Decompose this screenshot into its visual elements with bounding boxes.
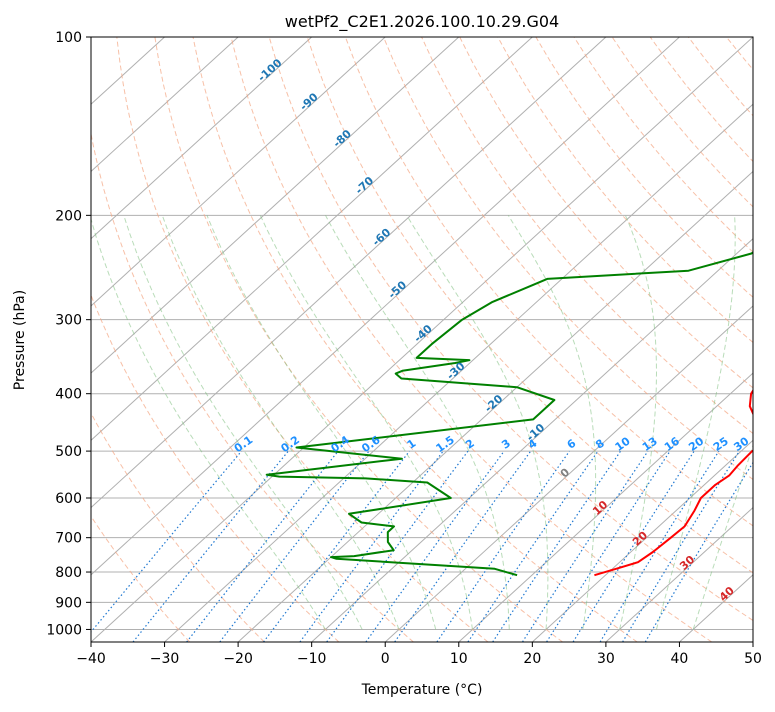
mixing-ratio-label: 36 <box>752 434 772 454</box>
x-tick-label: 40 <box>671 651 689 667</box>
dry-adiabat-label: -80 <box>331 127 355 150</box>
moist-adiabat-line <box>260 215 472 629</box>
dry-adiabat-line <box>231 37 712 642</box>
mixing-ratio-line <box>468 451 598 642</box>
dry-adiabat-line <box>0 37 190 642</box>
dry-adiabat-label: -90 <box>297 90 321 113</box>
dry-adiabat-line <box>765 37 775 642</box>
x-tick-label: 50 <box>744 651 762 667</box>
y-tick-label: 500 <box>55 444 82 460</box>
dry-adiabat-line <box>2 37 264 642</box>
dry-adiabat-line <box>574 37 775 642</box>
dry-adiabat-line <box>650 37 775 642</box>
y-tick-label: 900 <box>55 595 82 611</box>
dry-adiabat-line <box>498 37 775 642</box>
moist-adiabat-line <box>162 215 399 629</box>
y-axis-label: Pressure (hPa) <box>12 290 28 390</box>
x-tick-label: −20 <box>223 651 253 667</box>
y-tick-label: 700 <box>55 531 82 547</box>
dry-adiabat-line <box>536 37 775 642</box>
x-tick-label: 10 <box>450 651 468 667</box>
x-tick-label: −40 <box>76 651 106 667</box>
chart-title: wetPf2_C2E1.2026.100.10.29.G04 <box>285 12 559 32</box>
mixing-ratio-line <box>133 451 288 642</box>
x-tick-label: 20 <box>523 651 541 667</box>
isotherm-line <box>753 37 775 642</box>
dry-adiabat-label: -70 <box>353 174 377 197</box>
mixing-ratio-line <box>493 451 621 642</box>
y-tick-label: 300 <box>55 313 82 329</box>
mixing-ratio-label: 2 <box>463 437 477 452</box>
dry-adiabat-line <box>726 37 775 642</box>
isotherm-line <box>0 37 385 642</box>
y-tick-label: 800 <box>55 565 82 581</box>
y-tick-label: 200 <box>55 208 82 224</box>
isotherm-line <box>17 37 679 642</box>
dry-adiabat-label: -20 <box>482 392 506 415</box>
mixing-ratio-label: 0.1 <box>232 433 255 455</box>
dry-adiabat-line <box>422 37 775 642</box>
isotherm-line <box>165 37 775 642</box>
x-tick-label: 30 <box>597 651 615 667</box>
dry-adiabat-label: -100 <box>255 56 284 84</box>
dry-adiabat-label: -50 <box>386 278 410 301</box>
moist-adiabat-line <box>124 215 362 629</box>
isotherm-line <box>0 37 532 642</box>
y-tick-label: 100 <box>55 30 82 46</box>
mixing-ratio-label: 0.6 <box>359 433 383 455</box>
mixing-ratio-line <box>83 451 242 642</box>
dry-adiabat-line <box>612 37 775 642</box>
y-tick-label: 1000 <box>46 622 82 638</box>
x-tick-label: −30 <box>150 651 180 667</box>
moist-adiabat-line <box>656 215 735 629</box>
isotherm-line <box>0 37 238 642</box>
mixing-ratio-label: 1 <box>405 437 419 452</box>
temperature-profile-line <box>594 37 775 575</box>
moist-adiabat-line <box>90 215 326 629</box>
mixing-ratio-line <box>220 451 369 642</box>
dry-adiabat-line <box>345 37 775 642</box>
dry-adiabat-label: -60 <box>370 226 394 249</box>
x-tick-label: 0 <box>381 651 390 667</box>
y-tick-label: 400 <box>55 387 82 403</box>
isotherm-line <box>0 37 312 642</box>
x-axis-label: Temperature (°C) <box>361 682 483 698</box>
dry-adiabat-line <box>79 37 414 642</box>
mixing-ratio-label: 6 <box>565 437 579 452</box>
x-tick-label: −10 <box>297 651 327 667</box>
mixing-ratio-label: 3 <box>499 437 513 452</box>
dry-adiabat-label: 40 <box>717 584 737 604</box>
mixing-ratio-label: 1.5 <box>433 433 456 455</box>
dry-adiabat-line <box>688 37 775 642</box>
y-tick-label: 600 <box>55 491 82 507</box>
mixing-ratio-line <box>573 451 694 642</box>
mixing-ratio-line <box>437 451 570 642</box>
